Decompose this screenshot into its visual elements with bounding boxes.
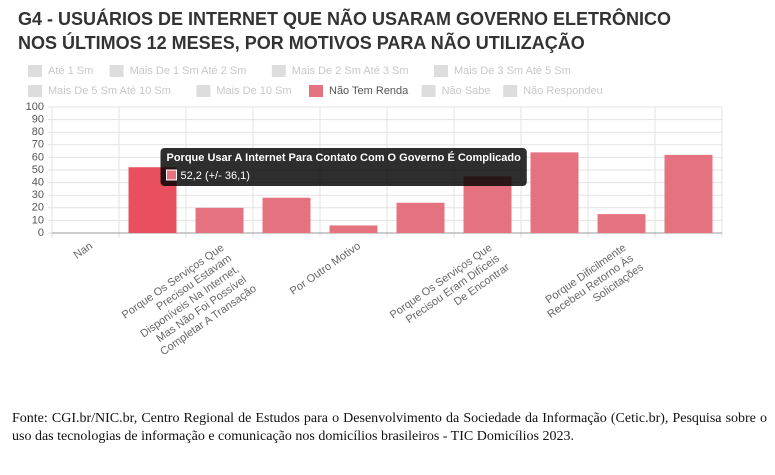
y-tick-label: 70 — [32, 139, 44, 151]
x-tick-label: Por Outro Motivo — [288, 240, 363, 298]
legend-swatch — [28, 85, 42, 97]
bar — [597, 214, 646, 233]
legend-swatch — [28, 65, 42, 77]
tooltip: Porque Usar A Internet Para Contato Com … — [160, 148, 527, 186]
x-label-line: Precisou Eram Difíceis — [404, 251, 505, 326]
legend-label: Mais De 2 Sm Até 3 Sm — [292, 65, 409, 77]
tooltip-title: Porque Usar A Internet Para Contato Com … — [167, 151, 522, 164]
source-note: Fonte: CGI.br/NIC.br, Centro Regional de… — [12, 411, 767, 444]
legend-swatch — [434, 65, 448, 77]
legend-label: Mais De 1 Sm Até 2 Sm — [130, 65, 247, 77]
legend-label: Não Respondeu — [523, 85, 603, 97]
y-tick-label: 90 — [32, 114, 44, 126]
bar — [664, 154, 713, 233]
tooltip-swatch — [166, 169, 177, 181]
legend-swatch — [309, 85, 323, 97]
y-tick-label: 40 — [32, 177, 44, 189]
y-tick-label: 20 — [32, 202, 44, 214]
legend-label: Não Tem Renda — [329, 85, 409, 97]
y-tick-label: 100 — [26, 101, 44, 113]
legend-swatch — [503, 85, 518, 97]
y-tick-label: 0 — [38, 227, 44, 239]
x-label-group: Porque Dificilmente Recebeu Retorno Às S… — [538, 240, 646, 332]
legend-swatch — [196, 85, 211, 97]
legend-label: Mais De 5 Sm Até 10 Sm — [48, 85, 171, 97]
legend-label: Não Sabe — [442, 85, 491, 97]
bar — [195, 207, 244, 233]
x-tick-label: Porque Os Serviços Que Precisou Estavam … — [120, 240, 259, 364]
x-tick-label: Nan — [71, 240, 94, 261]
bar — [262, 197, 311, 233]
legend-swatch — [109, 65, 124, 77]
tooltip-bg — [160, 148, 527, 186]
legend-label: Mais De 10 Sm — [216, 85, 291, 97]
y-tick-label: 30 — [32, 189, 44, 201]
bar — [329, 225, 378, 233]
bar — [396, 202, 445, 233]
y-tick-label: 10 — [32, 214, 44, 226]
legend-swatch — [271, 65, 286, 77]
x-label-line: Nan — [71, 240, 94, 261]
y-tick-label: 80 — [32, 126, 44, 138]
legend-label: Até 1 Sm — [48, 65, 93, 77]
x-label-line: Por Outro Motivo — [288, 240, 363, 298]
bar — [530, 152, 579, 233]
y-tick-label: 50 — [32, 164, 44, 176]
chart: G4 - USUÁRIOS DE INTERNET QUE NÃO USARAM… — [18, 8, 723, 364]
x-label-group: Nan — [71, 240, 94, 261]
x-tick-label: Porque Dificilmente Recebeu Retorno Às S… — [538, 240, 646, 332]
legend-label: Mais De 3 Sm Até 5 Sm — [454, 65, 571, 77]
x-tick-label: Porque Os Serviços Que Precisou Eram Dif… — [388, 240, 512, 343]
y-tick-label: 60 — [32, 151, 44, 163]
x-label-group: Porque Os Serviços Que Precisou Estavam … — [120, 240, 259, 364]
title-line: NOS ÚLTIMOS 12 MESES, POR MOTIVOS PARA N… — [18, 32, 585, 53]
x-label-group: Porque Os Serviços Que Precisou Eram Dif… — [388, 240, 512, 343]
chart-title: G4 - USUÁRIOS DE INTERNET QUE NÃO USARAM… — [18, 8, 676, 53]
legend-swatch — [421, 85, 436, 97]
tooltip-value: 52,2 (+/- 36,1) — [181, 170, 250, 182]
x-label-group: Por Outro Motivo — [288, 240, 363, 298]
title-line: G4 - USUÁRIOS DE INTERNET QUE NÃO USARAM… — [18, 8, 676, 29]
